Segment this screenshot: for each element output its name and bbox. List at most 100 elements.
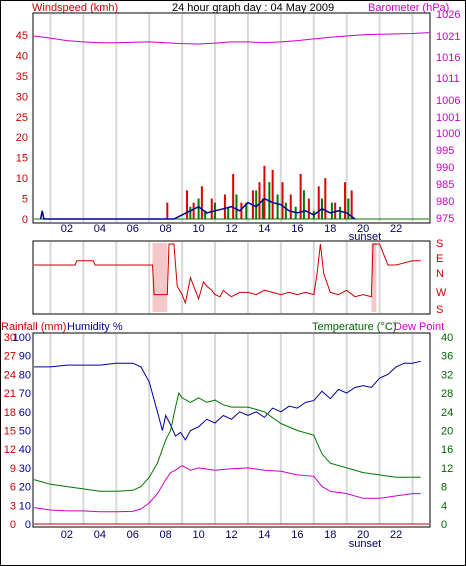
- x-tick-label: 16: [291, 529, 303, 541]
- rainfall-axis-title: Rainfall (mm): [1, 321, 66, 333]
- wind-direction-line: [34, 243, 421, 305]
- x-tick-label: 22: [390, 529, 402, 541]
- x-tick-label: 22: [390, 223, 402, 235]
- rain-tick-label: 21: [4, 388, 16, 400]
- windspeed-line: [39, 197, 356, 220]
- x-tick-label: 20: [357, 223, 369, 235]
- temperature-line: [33, 391, 421, 492]
- shade-band: [371, 243, 377, 312]
- direction-panel-frame: [32, 240, 431, 315]
- temperature-panel-frame: [32, 332, 431, 528]
- temperature-tick-label: 28: [441, 388, 453, 400]
- x-tick-label: 10: [192, 529, 204, 541]
- temperature-tick-label: 40: [441, 332, 453, 344]
- temperature-tick-label: 20: [441, 426, 453, 438]
- humidity-tick-label: 20: [19, 482, 31, 494]
- rain-tick-label: 12: [4, 444, 16, 456]
- wind-panel-frame: [32, 12, 431, 224]
- x-tick-label: 14: [258, 223, 270, 235]
- x-tick-label: 14: [258, 529, 270, 541]
- humidity-tick-label: 50: [19, 426, 31, 438]
- rain-tick-label: 6: [10, 482, 16, 494]
- rain-tick-label: 3: [10, 500, 16, 512]
- wind-tick-label: 40: [16, 50, 28, 62]
- wind-tick-label: 25: [16, 112, 28, 124]
- wind-tick-label: 30: [16, 91, 28, 103]
- windspeed-axis-title: Windspeed (kmh): [32, 2, 118, 14]
- temperature-tick-label: 32: [441, 369, 453, 381]
- x-tick-label: 16: [291, 223, 303, 235]
- humidity-tick-label: 100: [13, 332, 31, 344]
- humidity-tick-label: 30: [19, 463, 31, 475]
- barometer-tick-label: 1026: [436, 9, 460, 21]
- x-tick-label: 06: [127, 529, 139, 541]
- x-tick-label: 08: [160, 529, 172, 541]
- sunset-marker-top: sunset: [349, 231, 381, 243]
- temperature-tick-label: 4: [441, 500, 447, 512]
- rain-tick-label: 24: [4, 369, 16, 381]
- chart-title: 24 hour graph day : 04 May 2009: [172, 2, 334, 14]
- barometer-axis-title: Barometer (hPa): [368, 2, 449, 14]
- humidity-tick-label: 60: [19, 407, 31, 419]
- wind-tick-label: 0: [22, 214, 28, 226]
- barometer-tick-label: 1006: [436, 95, 460, 107]
- rain-tick-label: 30: [4, 332, 16, 344]
- wind-tick-label: 10: [16, 173, 28, 185]
- humidity-axis-title: Humidity %: [67, 321, 123, 333]
- x-tick-label: 02: [61, 223, 73, 235]
- humidity-tick-label: 10: [19, 500, 31, 512]
- rain-tick-label: 0: [10, 519, 16, 531]
- humidity-tick-label: 0: [25, 519, 31, 531]
- x-tick-label: 18: [324, 529, 336, 541]
- temperature-axis-title: Temperature (°C): [312, 321, 396, 333]
- barometer-tick-label: 985: [436, 179, 454, 191]
- humidity-tick-label: 90: [19, 351, 31, 363]
- temperature-tick-label: 36: [441, 351, 453, 363]
- direction-tick-label: E: [436, 253, 443, 265]
- x-tick-label: 06: [127, 223, 139, 235]
- barometer-tick-label: 1001: [436, 112, 460, 124]
- dewpoint-line: [33, 465, 421, 513]
- barometer-tick-label: 1000: [436, 128, 460, 140]
- barometer-tick-label: 1021: [436, 31, 460, 43]
- shade-band: [152, 243, 168, 312]
- x-tick-label: 08: [160, 223, 172, 235]
- dewpoint-axis-title: Dew Point: [394, 321, 444, 333]
- humidity-line: [34, 360, 421, 441]
- temperature-tick-label: 24: [441, 407, 453, 419]
- barometer-tick-label: 990: [436, 162, 454, 174]
- barometer-tick-label: 975: [436, 213, 454, 225]
- x-tick-label: 12: [225, 223, 237, 235]
- temperature-tick-label: 0: [441, 519, 447, 531]
- wind-tick-label: 35: [16, 71, 28, 83]
- x-tick-label: 20: [357, 529, 369, 541]
- x-tick-label: 02: [61, 529, 73, 541]
- wind-tick-label: 15: [16, 153, 28, 165]
- barometer-tick-label: 1011: [436, 73, 460, 85]
- temperature-tick-label: 16: [441, 444, 453, 456]
- barometer-tick-label: 980: [436, 196, 454, 208]
- rain-tick-label: 9: [10, 463, 16, 475]
- sunset-marker-bottom: sunset: [349, 538, 381, 550]
- x-tick-label: 04: [94, 529, 106, 541]
- direction-tick-label: S: [436, 238, 443, 250]
- humidity-tick-label: 70: [19, 388, 31, 400]
- x-tick-label: 04: [94, 223, 106, 235]
- x-tick-label: 18: [324, 223, 336, 235]
- direction-tick-label: S: [436, 304, 443, 316]
- rain-tick-label: 27: [4, 351, 16, 363]
- wind-tick-label: 5: [22, 194, 28, 206]
- direction-tick-label: W: [436, 287, 447, 299]
- rain-tick-label: 15: [4, 426, 16, 438]
- temperature-tick-label: 8: [441, 482, 447, 494]
- humidity-tick-label: 40: [19, 444, 31, 456]
- humidity-tick-label: 80: [19, 369, 31, 381]
- wind-barometer-chart: 0510152025303540459759809859909951000100…: [16, 9, 461, 243]
- wind-tick-label: 20: [16, 132, 28, 144]
- barometer-line: [33, 32, 430, 45]
- x-tick-label: 10: [192, 223, 204, 235]
- barometer-tick-label: 995: [436, 145, 454, 157]
- temperature-humidity-chart: 0369121518212427300102030405060708090100…: [4, 332, 454, 550]
